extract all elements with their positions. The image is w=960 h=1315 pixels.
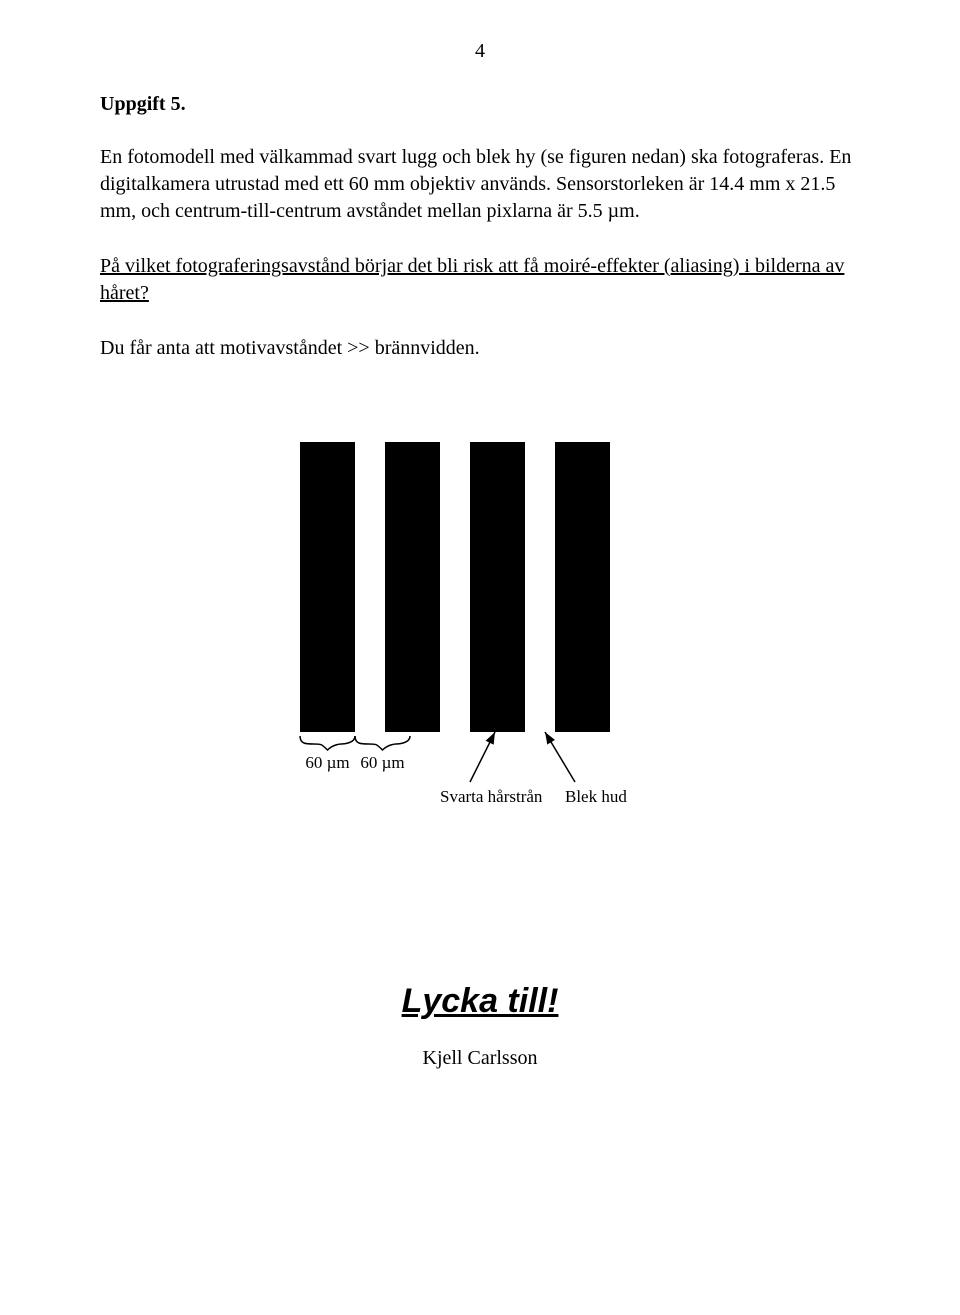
svg-text:Blek hud: Blek hud <box>565 787 627 806</box>
good-luck-text: Lycka till! <box>100 982 860 1021</box>
task-description: En fotomodell med välkammad svart lugg o… <box>100 144 860 225</box>
hair-figure: 60 µm 60 µm Svarta hårstrån Blek hud <box>100 422 860 822</box>
page-number: 4 <box>100 40 860 63</box>
svg-text:60 µm: 60 µm <box>360 753 404 772</box>
task-question: På vilket fotograferingsavstånd börjar d… <box>100 253 860 307</box>
task-title: Uppgift 5. <box>100 93 860 116</box>
author-name: Kjell Carlsson <box>100 1047 860 1070</box>
hair-diagram-svg: 60 µm 60 µm Svarta hårstrån Blek hud <box>270 422 690 822</box>
svg-text:60 µm: 60 µm <box>305 753 349 772</box>
svg-text:Svarta hårstrån: Svarta hårstrån <box>440 787 543 806</box>
task-note: Du får anta att motivavståndet >> brännv… <box>100 335 860 362</box>
